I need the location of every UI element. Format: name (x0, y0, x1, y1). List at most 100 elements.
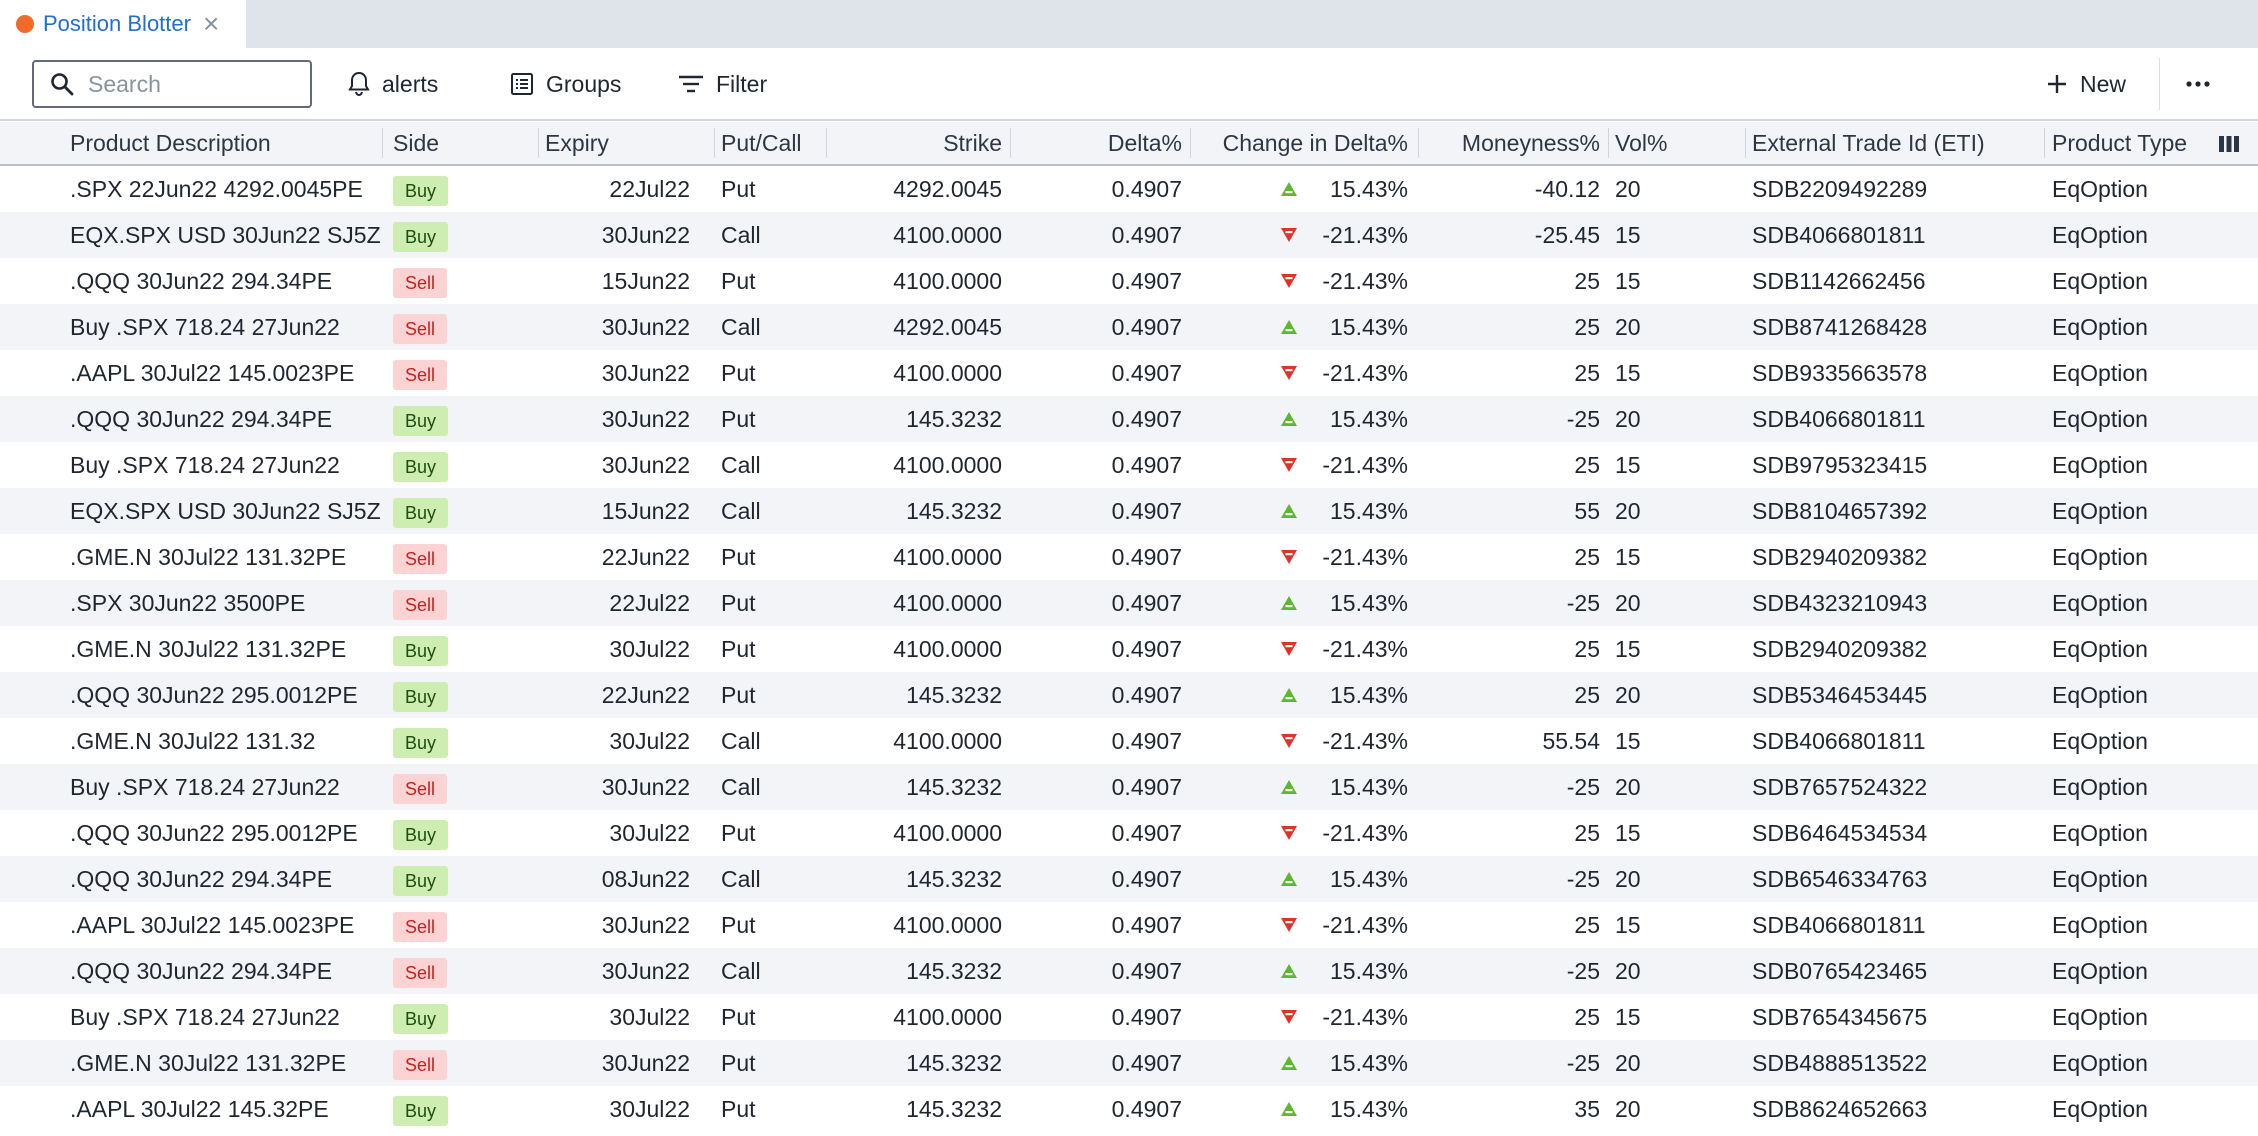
cell-change: 15.43% (1190, 396, 1408, 442)
table-row[interactable]: .QQQ 30Jun22 294.34PE Sell 30Jun22 Call 145.… (0, 948, 2258, 994)
column-header-product-type[interactable]: Product Type (2052, 130, 2188, 156)
table-row[interactable]: EQX.SPX USD 30Jun22 SJ5Z Buy 15Jun22 Call 14… (0, 488, 2258, 534)
column-separator[interactable] (714, 128, 715, 158)
search-box[interactable] (32, 60, 312, 108)
cell-money: -25 (1566, 1050, 1600, 1076)
column-separator[interactable] (1608, 128, 1609, 158)
cell-expiry: 30Jul22 (609, 728, 690, 754)
cell-ptype: EqOption (2052, 314, 2148, 340)
cell-money: -25 (1566, 590, 1600, 616)
column-separator[interactable] (826, 128, 827, 158)
table-row[interactable]: Buy .SPX 718.24 27Jun22 Sell 30Jun22 Call 14… (0, 764, 2258, 810)
table-row[interactable]: .SPX 22Jun22 4292.0045PE Buy 22Jul22 Put 429… (0, 166, 2258, 212)
column-chooser-button[interactable] (2218, 134, 2240, 159)
cell-expiry: 30Jun22 (601, 774, 690, 800)
table-row[interactable]: .QQQ 30Jun22 294.34PE Buy 30Jun22 Put 145.32… (0, 396, 2258, 442)
cell-desc: .SPX 22Jun22 4292.0045PE (70, 176, 363, 202)
column-separator[interactable] (1010, 128, 1011, 158)
cell-pc: Put (721, 268, 756, 294)
cell-change: -21.43% (1190, 212, 1408, 258)
cell-eti: SDB9335663578 (1752, 360, 1928, 386)
table-row[interactable]: .GME.N 30Jul22 131.32PE Sell 30Jun22 Put 145… (0, 1040, 2258, 1086)
column-separator[interactable] (538, 128, 539, 158)
column-header-change-in-delta[interactable]: Change in Delta% (1222, 130, 1408, 156)
table-row[interactable]: .GME.N 30Jul22 131.32PE Sell 22Jun22 Put 410… (0, 534, 2258, 580)
cell-change: -21.43% (1190, 350, 1408, 396)
column-separator[interactable] (2044, 128, 2045, 158)
column-header-eti[interactable]: External Trade Id (ETI) (1752, 130, 1985, 156)
cell-ptype: EqOption (2052, 498, 2148, 524)
table-row[interactable]: .QQQ 30Jun22 295.0012PE Buy 30Jul22 Put 4100… (0, 810, 2258, 856)
cell-ptype: EqOption (2052, 774, 2148, 800)
side-badge: Sell (393, 773, 448, 804)
cell-expiry: 22Jul22 (609, 590, 690, 616)
cell-ptype: EqOption (2052, 544, 2148, 570)
column-separator[interactable] (1418, 128, 1419, 158)
table-row[interactable]: .QQQ 30Jun22 294.34PE Sell 15Jun22 Put 4100.… (0, 258, 2258, 304)
column-header-delta[interactable]: Delta% (1107, 130, 1182, 156)
cell-ptype: EqOption (2052, 1004, 2148, 1030)
filter-button[interactable]: Filter (678, 60, 767, 108)
column-header-putcall[interactable]: Put/Call (721, 130, 802, 156)
cell-expiry: 30Jun22 (601, 912, 690, 938)
cell-desc: .SPX 30Jun22 3500PE (70, 590, 306, 616)
change-value: -21.43% (1322, 544, 1408, 570)
cell-strike: 145.3232 (906, 958, 1002, 984)
column-header-desc[interactable]: Product Description (70, 130, 271, 156)
cell-vol: 20 (1615, 682, 1641, 708)
cell-strike: 4100.0000 (893, 1004, 1002, 1030)
tab-position-blotter[interactable]: Position Blotter × (0, 0, 246, 48)
column-separator[interactable] (382, 128, 383, 158)
cell-money: 25 (1574, 268, 1600, 294)
close-icon[interactable]: × (202, 8, 220, 39)
cell-strike: 4100.0000 (893, 360, 1002, 386)
cell-vol: 20 (1615, 958, 1641, 984)
cell-side: Buy (393, 672, 533, 718)
change-value: 15.43% (1329, 1096, 1408, 1122)
column-header-vol[interactable]: Vol% (1615, 130, 1668, 156)
table-row[interactable]: Buy .SPX 718.24 27Jun22 Sell 30Jun22 Call 42… (0, 304, 2258, 350)
column-separator[interactable] (1745, 128, 1746, 158)
cell-expiry: 30Jun22 (601, 222, 690, 248)
cell-desc: EQX.SPX USD 30Jun22 SJ5Z (70, 498, 381, 524)
cell-vol: 15 (1615, 820, 1641, 846)
table-row[interactable]: EQX.SPX USD 30Jun22 SJ5Z Buy 30Jun22 Call 41… (0, 212, 2258, 258)
more-options-button[interactable] (2186, 60, 2222, 108)
new-button[interactable]: New (2046, 60, 2126, 108)
column-separator[interactable] (1190, 128, 1191, 158)
cell-change: -21.43% (1190, 626, 1408, 672)
side-badge: Buy (393, 819, 449, 850)
column-header-expiry[interactable]: Expiry (545, 130, 609, 156)
table-row[interactable]: .SPX 30Jun22 3500PE Sell 22Jul22 Put 4100.00… (0, 580, 2258, 626)
cell-side: Buy (393, 212, 533, 258)
more-horizontal-icon (2186, 81, 2210, 87)
table-row[interactable]: .GME.N 30Jul22 131.32PE Buy 30Jul22 Put 4100… (0, 626, 2258, 672)
cell-side: Sell (393, 258, 533, 304)
cell-strike: 4100.0000 (893, 268, 1002, 294)
table-row[interactable]: .AAPL 30Jul22 145.0023PE Sell 30Jun22 Put 41… (0, 902, 2258, 948)
cell-eti: SDB4066801811 (1752, 728, 1926, 754)
change-value: 15.43% (1329, 406, 1408, 432)
cell-expiry: 08Jun22 (601, 866, 690, 892)
table-row[interactable]: .GME.N 30Jul22 131.32 Buy 30Jul22 Call 4100.… (0, 718, 2258, 764)
table-row[interactable]: .AAPL 30Jul22 145.0023PE Sell 30Jun22 Put 41… (0, 350, 2258, 396)
cell-delta: 0.4907 (1111, 176, 1182, 202)
table-row[interactable]: Buy .SPX 718.24 27Jun22 Buy 30Jul22 Put 4100… (0, 994, 2258, 1040)
search-input[interactable] (86, 69, 290, 99)
table-row[interactable]: .QQQ 30Jun22 295.0012PE Buy 22Jun22 Put 145.… (0, 672, 2258, 718)
cell-delta: 0.4907 (1111, 774, 1182, 800)
table-row[interactable]: .QQQ 30Jun22 294.34PE Buy 08Jun22 Call 145.3… (0, 856, 2258, 902)
cell-ptype: EqOption (2052, 1096, 2148, 1122)
toolbar-border (0, 119, 2258, 121)
triangle-up-icon (1280, 166, 1298, 212)
table-row[interactable]: Buy .SPX 718.24 27Jun22 Buy 30Jun22 Call 410… (0, 442, 2258, 488)
column-header-side[interactable]: Side (393, 130, 440, 156)
groups-button[interactable]: Groups (510, 60, 621, 108)
filter-label: Filter (716, 70, 768, 97)
table-row[interactable]: .AAPL 30Jul22 145.32PE Buy 30Jul22 Put 145.3… (0, 1086, 2258, 1132)
alerts-button[interactable]: alerts (348, 60, 438, 108)
column-header-moneyness[interactable]: Moneyness% (1461, 130, 1600, 156)
column-header-strike[interactable]: Strike (943, 130, 1002, 156)
cell-expiry: 30Jun22 (601, 958, 690, 984)
alerts-label: alerts (382, 70, 439, 97)
